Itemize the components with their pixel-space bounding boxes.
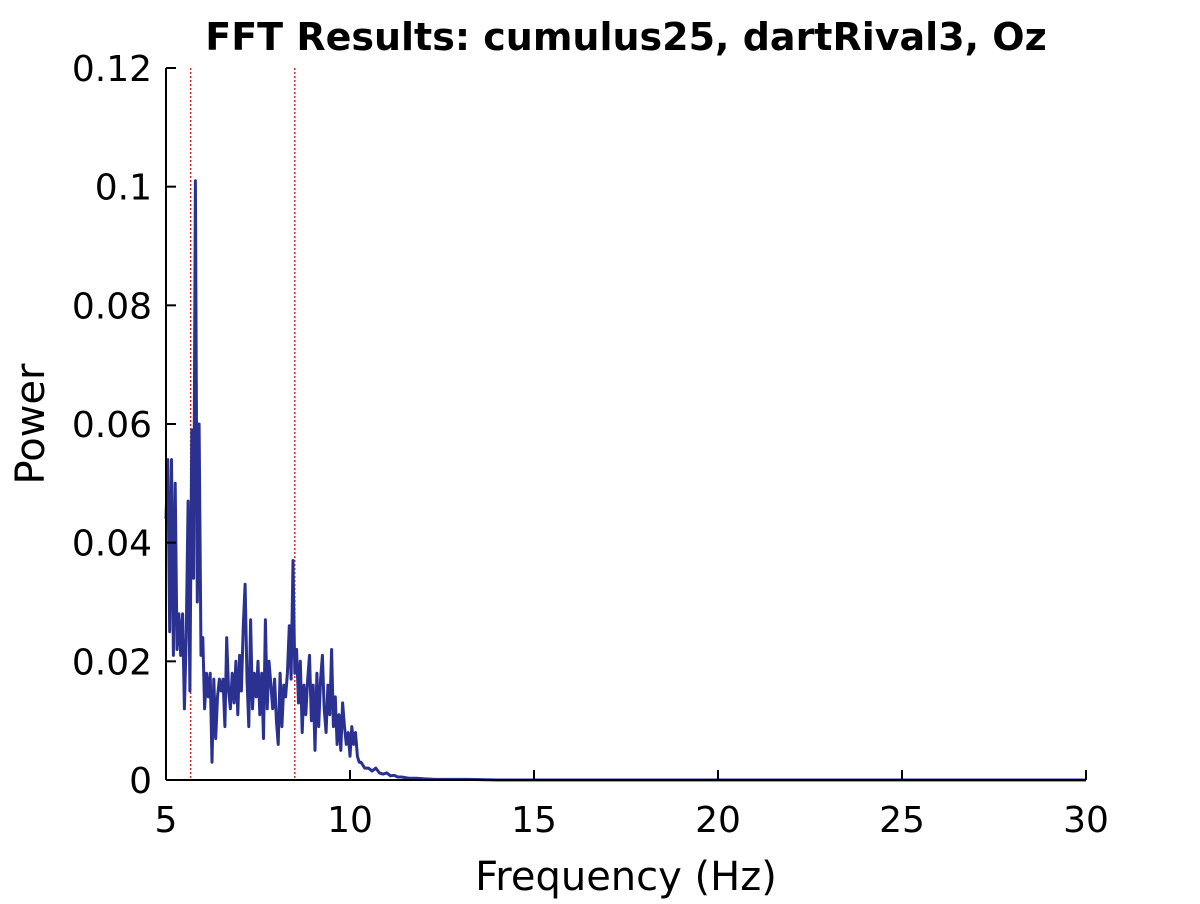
- plot-lines: [164, 179, 1086, 782]
- x-tick-label: 20: [695, 800, 741, 841]
- x-tick-label: 15: [511, 800, 557, 841]
- y-ticks: 0 0.02 0.04 0.06 0.08 0.1 0.12: [72, 49, 176, 802]
- axes: [165, 68, 1086, 781]
- chart-title: FFT Results: cumulus25, dartRival3, Oz: [205, 15, 1046, 59]
- y-tick-label: 0: [129, 761, 152, 802]
- x-tick-label: 10: [327, 800, 373, 841]
- x-tick-label: 5: [155, 800, 178, 841]
- y-tick-label: 0.04: [72, 524, 152, 565]
- y-tick-label: 0.1: [95, 168, 152, 209]
- x-tick-label: 25: [879, 800, 925, 841]
- y-tick-label: 0.08: [72, 286, 152, 327]
- x-tick-label: 30: [1063, 800, 1109, 841]
- y-tick-label: 0.12: [72, 49, 152, 90]
- y-tick-label: 0.06: [72, 405, 152, 446]
- x-ticks: 5 10 15 20 25 30: [155, 770, 1109, 841]
- x-axis-label: Frequency (Hz): [475, 854, 777, 900]
- y-axis-label: Power: [8, 363, 54, 484]
- y-tick-label: 0.02: [72, 642, 152, 683]
- power-series-line: [164, 179, 1086, 782]
